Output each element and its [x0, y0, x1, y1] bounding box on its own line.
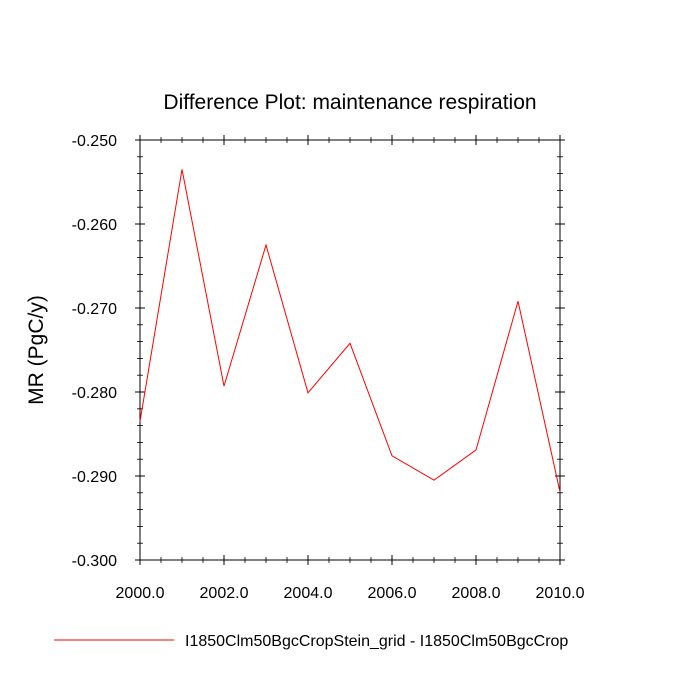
x-tick-label: 2010.0: [536, 585, 585, 602]
series-layer: [139, 169, 561, 493]
series-line: [139, 169, 561, 493]
x-tick-label: 2006.0: [368, 585, 417, 602]
y-tick-label: -0.300: [72, 553, 117, 570]
x-tick-label: 2008.0: [452, 585, 501, 602]
y-axis-label: MR (PgC/y): [25, 295, 48, 405]
y-tick-labels: -0.250 -0.260 -0.270 -0.280 -0.290 -0.300: [72, 133, 117, 570]
y-tick-label: -0.260: [72, 217, 117, 234]
x-tick-label: 2002.0: [200, 585, 249, 602]
y-tick-label: -0.290: [72, 469, 117, 486]
major-ticks: [135, 135, 565, 565]
x-tick-label: 2004.0: [284, 585, 333, 602]
x-tick-label: 2000.0: [116, 585, 165, 602]
y-tick-label: -0.280: [72, 385, 117, 402]
y-tick-label: -0.250: [72, 133, 117, 150]
minor-ticks: [137, 137, 563, 563]
y-tick-label: -0.270: [72, 301, 117, 318]
plot-frame: [139, 139, 561, 561]
plot-area: [135, 135, 565, 565]
legend-label: I1850Clm50BgcCropStein_grid - I1850Clm50…: [185, 633, 568, 650]
x-tick-labels: 2000.0 2002.0 2004.0 2006.0 2008.0 2010.0: [116, 585, 585, 602]
legend: I1850Clm50BgcCropStein_grid - I1850Clm50…: [54, 633, 568, 650]
chart-title: Difference Plot: maintenance respiration: [163, 91, 536, 114]
